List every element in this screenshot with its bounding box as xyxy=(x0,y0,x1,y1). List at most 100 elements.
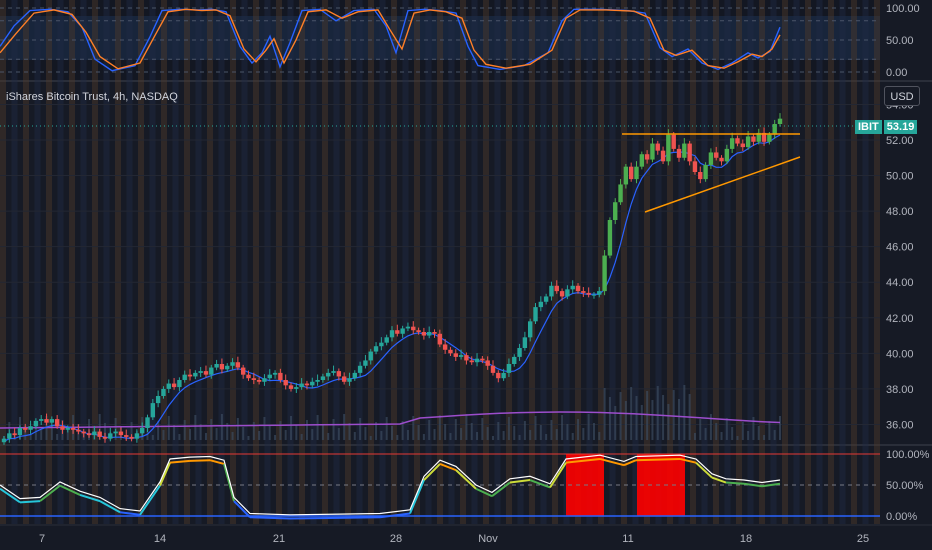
osc-colored-segment xyxy=(79,493,101,503)
volume-bar xyxy=(715,423,718,440)
session-stripe xyxy=(241,0,248,524)
price-tick-label: 52.00 xyxy=(886,135,914,147)
volume-bar xyxy=(189,429,192,440)
candle-body xyxy=(171,383,177,388)
session-stripe xyxy=(391,0,397,524)
volume-bar xyxy=(699,419,702,440)
session-stripe xyxy=(80,0,87,524)
osc-tick-label: 0.00% xyxy=(886,511,917,523)
candle-body xyxy=(347,378,352,382)
x-tick-label: 28 xyxy=(390,533,402,545)
volume-bar xyxy=(284,430,287,440)
candle-body xyxy=(692,161,698,172)
session-stripe xyxy=(816,0,823,524)
volume-bar xyxy=(582,428,585,440)
volume-bar xyxy=(279,421,282,440)
session-stripe xyxy=(736,0,742,524)
candle-body xyxy=(777,118,783,124)
osc-colored-segment xyxy=(599,457,625,467)
volume-bar xyxy=(204,433,207,440)
candle-body xyxy=(304,383,310,386)
support-trendline xyxy=(644,156,801,213)
volume-bar xyxy=(311,429,314,440)
session-stripe xyxy=(333,0,340,524)
x-tick-label: 18 xyxy=(740,533,752,545)
candle-body xyxy=(193,372,198,377)
candle-body xyxy=(427,332,432,336)
session-stripe xyxy=(184,0,190,524)
currency-button[interactable]: USD xyxy=(884,86,920,106)
volume-bar xyxy=(146,426,149,440)
osc-colored-segment xyxy=(475,487,493,498)
candle-body xyxy=(118,431,124,436)
candle-body xyxy=(92,431,97,436)
volume-bar xyxy=(263,417,266,440)
volume-bar xyxy=(704,428,707,440)
candle-body xyxy=(214,364,219,368)
volume-bar xyxy=(359,418,362,440)
price-badge: IBIT 53.19 xyxy=(855,120,918,134)
volume-bar xyxy=(56,434,59,440)
volume-bar xyxy=(242,427,245,440)
session-stripe xyxy=(126,0,133,524)
candle-body xyxy=(756,132,761,142)
candle-body xyxy=(772,124,777,135)
osc-colored-segment xyxy=(209,459,225,465)
candle-body xyxy=(331,371,336,373)
osc-colored-segment xyxy=(379,512,411,519)
volume-bar xyxy=(603,388,606,440)
volume-bar xyxy=(757,426,760,440)
candles xyxy=(1,113,783,445)
session-stripe xyxy=(368,0,374,524)
session-stripe xyxy=(230,0,236,524)
candle-body xyxy=(113,431,118,434)
osc-colored-segment xyxy=(439,462,457,472)
volume-bar xyxy=(199,424,202,440)
volume-bar xyxy=(608,397,611,440)
candle-body xyxy=(373,346,379,352)
volume-bar xyxy=(454,419,457,440)
session-stripe xyxy=(448,0,455,524)
candle-body xyxy=(155,396,161,404)
volume-bar xyxy=(157,421,160,440)
volume-bar xyxy=(491,436,494,440)
volume-bar xyxy=(210,419,213,440)
candle-body xyxy=(1,438,7,443)
candle-body xyxy=(28,426,33,430)
volume-bar xyxy=(481,418,484,440)
volume-bar xyxy=(566,424,569,440)
osc-colored-segment xyxy=(623,459,637,467)
candle-body xyxy=(161,388,166,396)
volume-bar xyxy=(449,433,452,440)
candle-body xyxy=(745,136,751,148)
candle-body xyxy=(400,328,405,334)
stoch-tick-label: 50.00 xyxy=(886,35,914,47)
session-stripe xyxy=(46,0,52,524)
session-stripe xyxy=(494,0,501,524)
candle-body xyxy=(341,376,347,382)
candle-body xyxy=(225,365,230,370)
candle-body xyxy=(33,420,39,427)
osc-colored-segment xyxy=(233,500,251,518)
volume-bar xyxy=(295,425,298,440)
volume-bar xyxy=(375,422,378,440)
candle-body xyxy=(187,374,193,377)
candle-body xyxy=(182,374,187,380)
candle-body xyxy=(517,348,522,357)
candle-body xyxy=(676,148,682,158)
volume-bar xyxy=(678,399,681,440)
candle-body xyxy=(559,291,565,297)
volume-bar xyxy=(438,415,441,440)
volume-bar xyxy=(34,421,37,440)
session-stripe xyxy=(793,0,800,524)
volume-bar xyxy=(550,420,553,440)
volume-bar xyxy=(103,423,106,440)
candle-body xyxy=(283,380,288,386)
session-stripe xyxy=(287,0,294,524)
volume-bar xyxy=(662,395,665,440)
candle-body xyxy=(124,435,129,437)
price-tick-label: 50.00 xyxy=(886,171,914,183)
volume-bar xyxy=(486,427,489,440)
session-stripe xyxy=(517,0,524,524)
